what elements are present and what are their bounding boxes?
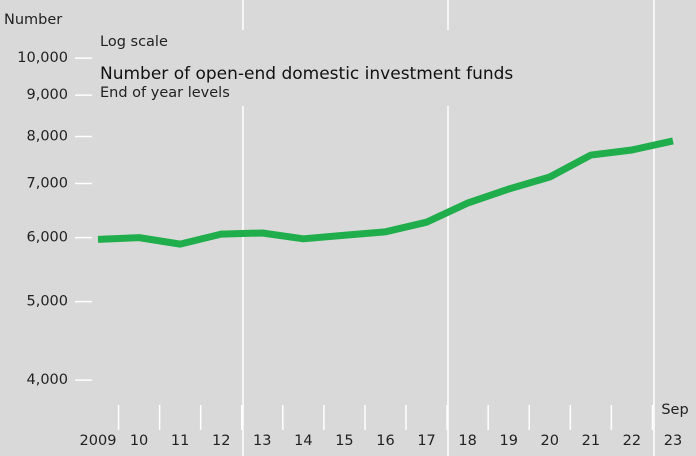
x-tick-label: 14 <box>294 433 312 449</box>
data-line <box>97 137 674 248</box>
y-tick-label: 4,000 <box>26 372 68 388</box>
y-tick-label: 7,000 <box>26 175 68 191</box>
x-tick-label: 15 <box>335 433 353 449</box>
y-tick-label: 5,000 <box>26 294 68 310</box>
x-tick-label: 22 <box>623 433 641 449</box>
y-tick-label: 9,000 <box>26 87 68 103</box>
x-tick-label: 11 <box>171 433 189 449</box>
x-tick-label: 20 <box>541 433 559 449</box>
x-tick-label: 19 <box>499 433 517 449</box>
annotation: Sep <box>661 402 688 418</box>
chart-subtitle: End of year levels <box>100 85 230 101</box>
x-tick-label: 12 <box>212 433 230 449</box>
y-tick-label: 10,000 <box>17 50 68 66</box>
chart-title: Number of open-end domestic investment f… <box>100 64 513 84</box>
title-backdrop <box>96 30 566 106</box>
x-tick-label: 21 <box>582 433 600 449</box>
y-tick-label: 6,000 <box>26 230 68 246</box>
scale-note: Log scale <box>100 34 168 50</box>
x-tick-label: 10 <box>130 433 148 449</box>
x-tick-label: 23 <box>664 433 682 449</box>
y-tick-label: 8,000 <box>26 129 68 145</box>
x-tick-label: 17 <box>417 433 435 449</box>
y-axis-label: Number <box>4 12 62 28</box>
x-tick-label: 18 <box>458 433 476 449</box>
x-tick-label: 2009 <box>80 433 117 449</box>
x-tick-label: 16 <box>376 433 394 449</box>
x-tick-label: 13 <box>253 433 271 449</box>
